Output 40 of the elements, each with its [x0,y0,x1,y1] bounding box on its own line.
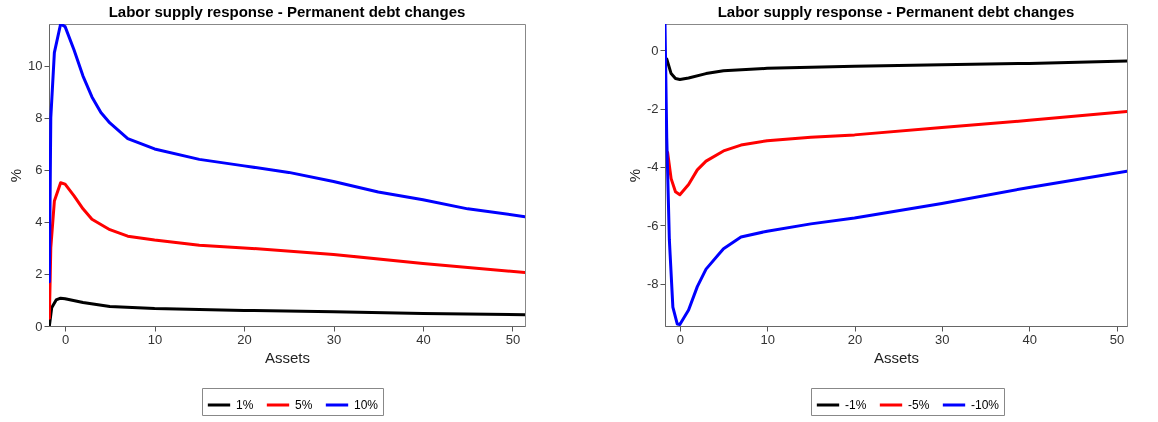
y-axis-title: % [7,168,25,183]
y-tick-label: -4 [646,159,659,175]
line-series [49,24,525,284]
x-tick-label: 30 [935,331,950,347]
x-tick-label: 10 [760,331,775,347]
x-tick-label: 50 [505,331,521,347]
legend-label: -5% [908,398,930,412]
legend-label: 10% [354,398,379,412]
legend-label: 1% [236,398,254,412]
chart-title: Labor supply response - Permanent debt changes [108,3,466,20]
y-tick-label: 8 [35,110,43,126]
x-tick-label: 40 [416,331,431,347]
y-tick-label: 0 [651,42,659,58]
legend-label: -1% [845,398,867,412]
line-series [49,181,525,320]
y-tick-label: -2 [646,101,659,117]
line-series [665,24,1127,326]
line-series [666,110,1127,197]
x-tick-label: 0 [676,331,684,347]
x-tick-label: 10 [147,331,163,347]
x-tick-label: 0 [61,331,70,347]
y-tick-label: -8 [646,276,659,292]
x-tick-label: 50 [1109,331,1125,347]
y-tick-label: 2 [35,266,43,282]
x-tick-label: 30 [326,331,342,347]
x-tick-label: 40 [1022,331,1037,347]
legend-label: 5% [295,398,313,412]
y-tick-label: 6 [35,162,43,178]
y-tick-label: -6 [646,217,659,233]
legend-label: -10% [971,398,1000,412]
y-tick-label: 10 [28,58,43,74]
line-series [665,57,1127,81]
y-axis-title: % [625,168,643,183]
y-tick-label: 0 [35,318,43,334]
x-axis-title: Assets [873,348,920,366]
y-tick-label: 4 [35,214,43,230]
chart-title: Labor supply response - Permanent debt changes [717,3,1075,20]
x-axis-title: Assets [264,348,311,366]
x-tick-label: 20 [847,331,863,347]
x-tick-label: 20 [237,331,252,347]
